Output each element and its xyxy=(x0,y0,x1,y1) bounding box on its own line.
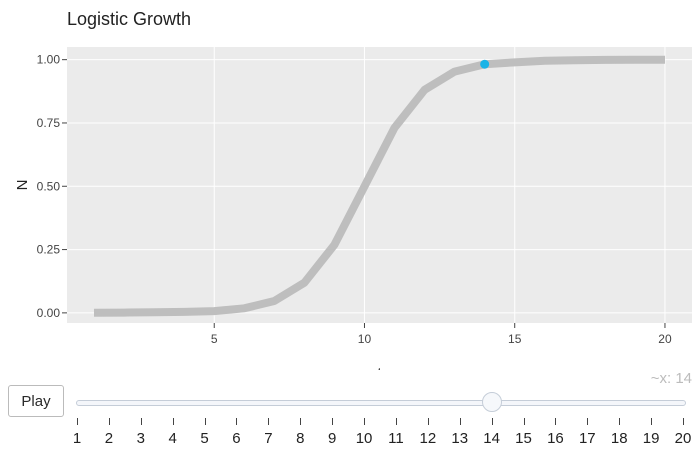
slider-step-label[interactable]: 20 xyxy=(674,430,692,447)
series-line xyxy=(93,55,665,317)
slider-step-tick xyxy=(555,418,557,425)
slider-step-label[interactable]: 3 xyxy=(136,430,145,447)
slider-step-label[interactable]: 4 xyxy=(168,430,177,447)
slider-step-label[interactable]: 1 xyxy=(72,430,82,447)
slider-step-tick xyxy=(619,418,621,425)
slider-step-tick xyxy=(108,418,110,425)
play-button[interactable]: Play xyxy=(8,385,64,417)
series-layer xyxy=(93,55,665,317)
plot-background xyxy=(67,47,692,323)
chart-title: Logistic Growth xyxy=(67,9,191,29)
slider-step-tick xyxy=(427,418,429,425)
slider-step-tick xyxy=(395,418,397,425)
slider-step-tick xyxy=(651,418,653,425)
y-tick-label: 0.00 xyxy=(37,306,61,320)
slider-step-label[interactable]: 16 xyxy=(547,430,564,447)
y-tick-label: 0.50 xyxy=(37,179,61,193)
slider-step-label[interactable]: 14 xyxy=(483,430,500,447)
x-tick-label: 15 xyxy=(508,332,522,346)
slider-step-tick xyxy=(459,418,461,425)
slider-step-tick xyxy=(332,418,334,425)
x-axis: 5 10 15 20 xyxy=(211,323,672,346)
y-axis: 0.00 0.25 0.50 0.75 1.00 xyxy=(37,53,67,320)
slider-step-tick xyxy=(268,418,270,425)
slider-step-tick xyxy=(491,418,493,425)
y-tick-label: 1.00 xyxy=(37,53,61,67)
slider-step-label[interactable]: 5 xyxy=(200,430,209,447)
slider-step-label[interactable]: 15 xyxy=(515,430,532,447)
slider-step-label[interactable]: 6 xyxy=(232,430,241,447)
slider-step-tick xyxy=(236,418,238,425)
slider-track[interactable] xyxy=(76,400,686,406)
y-tick-label: 0.25 xyxy=(37,243,61,257)
slider-step-tick xyxy=(364,418,366,425)
y-axis-label: N xyxy=(14,180,31,191)
slider-step-tick xyxy=(204,418,206,425)
slider-step-tick xyxy=(523,418,525,425)
slider-step-label[interactable]: 2 xyxy=(104,430,114,447)
slider-step-label[interactable]: 17 xyxy=(578,430,596,447)
slider-step-tick xyxy=(172,418,174,425)
slider-step-tick xyxy=(683,418,684,425)
slider-step-label[interactable]: 7 xyxy=(264,430,273,447)
slider-step-label[interactable]: 18 xyxy=(610,430,628,447)
x-axis-label: t xyxy=(377,365,382,370)
slider-step-label[interactable]: 11 xyxy=(388,430,404,447)
slider-step-tick xyxy=(300,418,302,425)
y-tick-label: 0.75 xyxy=(37,116,61,130)
slider-step-tick xyxy=(77,418,78,425)
chart-area: Logistic Growth 0.00 0.25 0.50 0.75 1.00 5 10… xyxy=(14,9,692,370)
slider-step-tick xyxy=(140,418,142,425)
slider-step-label[interactable]: 13 xyxy=(451,430,469,447)
slider-step-tick xyxy=(587,418,589,425)
x-tick-label: 10 xyxy=(358,332,372,346)
slider-current-value: ~x: 14 xyxy=(650,370,692,387)
x-tick-label: 20 xyxy=(658,332,672,346)
slider-step-label[interactable]: 8 xyxy=(296,430,305,447)
x-tick-label: 5 xyxy=(211,332,218,346)
slider-step-label[interactable]: 10 xyxy=(355,430,373,447)
slider-step-label[interactable]: 19 xyxy=(642,430,660,447)
slider-handle[interactable] xyxy=(481,392,502,412)
slider-step-label[interactable]: 12 xyxy=(419,430,437,447)
slider-step-label[interactable]: 9 xyxy=(327,430,337,447)
current-point-marker xyxy=(480,59,490,69)
